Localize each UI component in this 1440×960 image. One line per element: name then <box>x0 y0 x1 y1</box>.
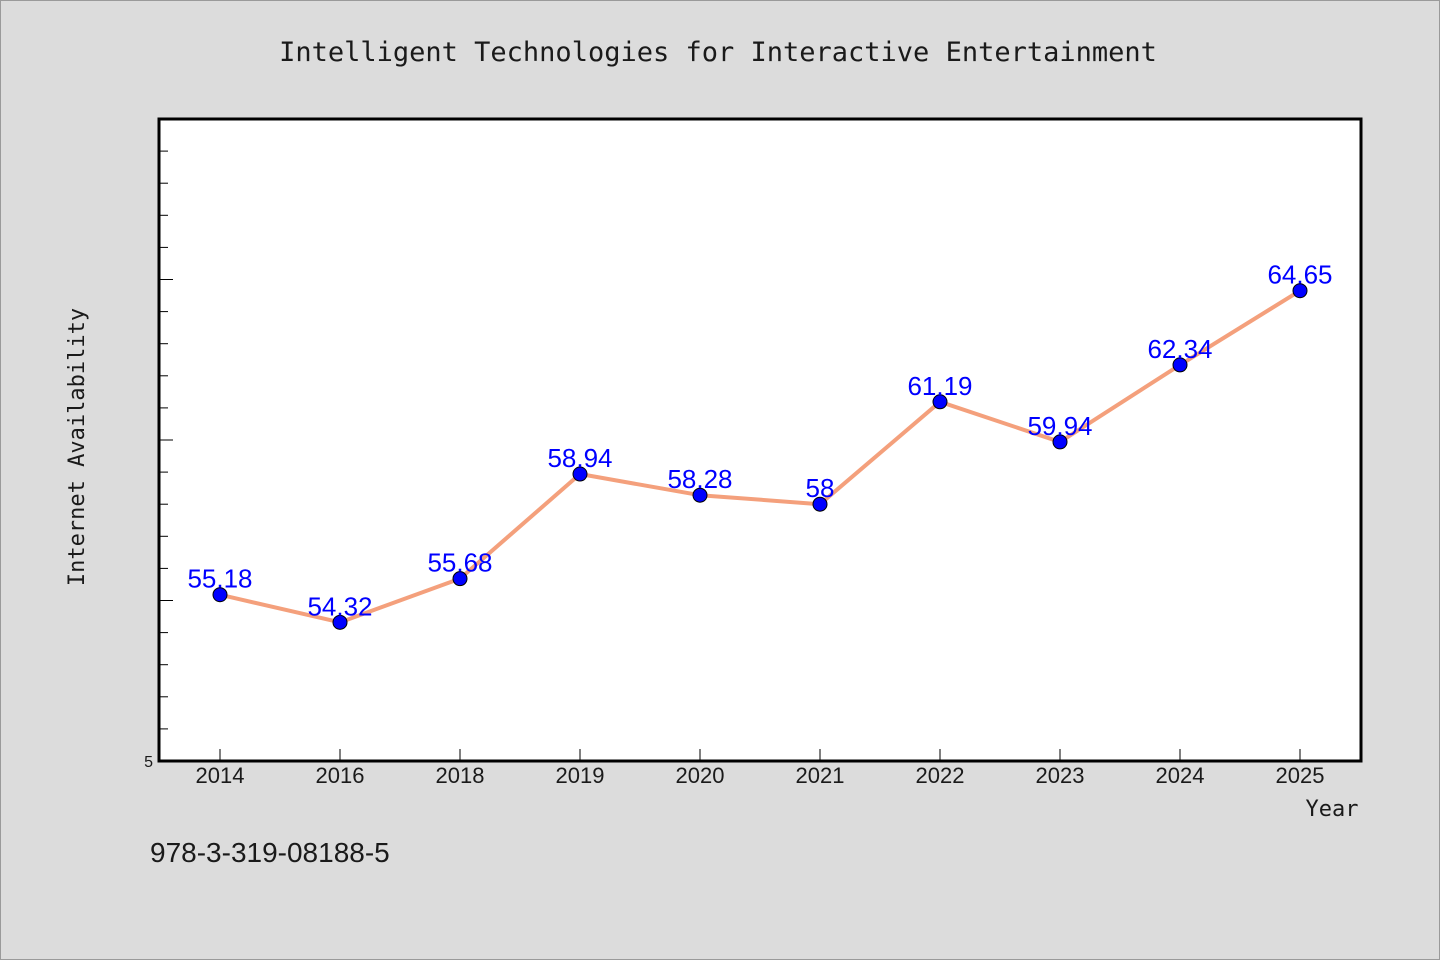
y-tick-label: 5 <box>144 754 153 771</box>
data-label: 62.34 <box>1147 334 1212 364</box>
data-label: 54.32 <box>307 591 372 621</box>
data-label: 59.94 <box>1027 411 1092 441</box>
x-tick-label: 2020 <box>676 763 725 788</box>
series-line <box>219 289 1302 625</box>
series-group: 55.18 54.32 55.68 58.94 58.28 58 61.19 59.94 62.… <box>187 260 1333 630</box>
data-point <box>692 487 708 503</box>
data-label: 58.94 <box>547 443 612 473</box>
y-axis-ticks: 5 <box>144 118 173 771</box>
data-point <box>1172 357 1188 373</box>
x-axis-label: Year <box>1306 797 1359 822</box>
x-tick-label: 2022 <box>916 763 965 788</box>
data-point <box>332 614 348 630</box>
data-point <box>1052 434 1068 450</box>
data-label: 55.68 <box>427 548 492 578</box>
plot-area <box>157 117 1363 763</box>
x-tick-label: 2019 <box>556 763 605 788</box>
y-axis-label: Internet Availability <box>65 308 90 586</box>
data-point <box>932 394 948 410</box>
x-tick-label: 2021 <box>796 763 845 788</box>
x-tick-label: 2024 <box>1156 763 1205 788</box>
data-label: 61.19 <box>907 371 972 401</box>
x-axis-ticks: 2014 2016 2018 2019 2020 2021 2022 2023 2024 2025 <box>196 749 1325 788</box>
data-label: 58.28 <box>667 464 732 494</box>
data-point <box>1292 283 1308 299</box>
x-tick-label: 2023 <box>1036 763 1085 788</box>
data-point <box>212 587 228 603</box>
x-tick-label: 2018 <box>436 763 485 788</box>
footer-isbn: 978-3-319-08188-5 <box>150 837 390 868</box>
chart-title: Intelligent Technologies for Interactive… <box>279 37 1157 68</box>
data-label: 58 <box>806 473 835 503</box>
x-tick-label: 2016 <box>316 763 365 788</box>
data-label: 64.65 <box>1267 260 1332 290</box>
data-point <box>452 571 468 587</box>
data-point <box>812 496 828 512</box>
x-tick-label: 2014 <box>196 763 245 788</box>
data-point <box>572 466 588 482</box>
data-label: 55.18 <box>187 564 252 594</box>
x-tick-label: 2025 <box>1276 763 1325 788</box>
